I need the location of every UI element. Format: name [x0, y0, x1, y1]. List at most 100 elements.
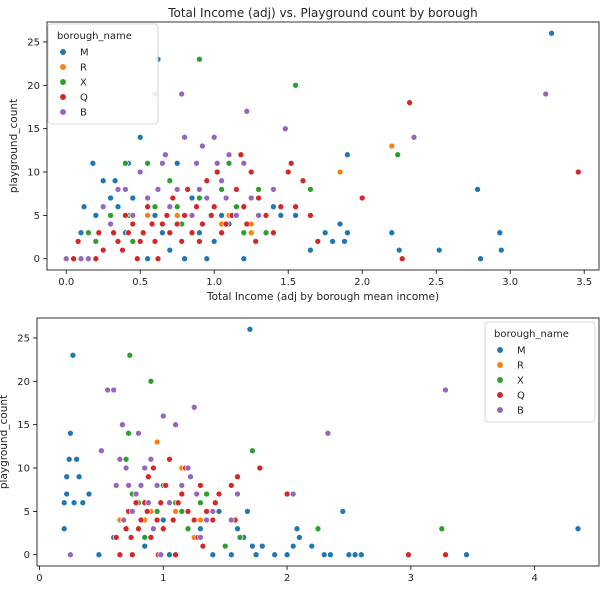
- data-point: [196, 229, 203, 237]
- data-point: [196, 238, 203, 245]
- data-point: [144, 203, 151, 211]
- data-point: [225, 151, 233, 159]
- data-point: [79, 499, 87, 507]
- data-point: [73, 455, 80, 463]
- data-point: [308, 542, 316, 550]
- series-Q: [112, 455, 449, 559]
- data-point: [116, 455, 124, 463]
- data-point: [62, 255, 70, 263]
- data-point: [178, 482, 186, 489]
- y-tick-label: 15: [27, 124, 40, 135]
- data-point: [247, 168, 255, 176]
- data-point: [283, 551, 291, 559]
- data-point: [77, 229, 85, 237]
- data-point: [63, 473, 71, 481]
- data-point: [159, 516, 167, 524]
- data-point: [199, 220, 206, 228]
- axes-frame: [36, 317, 600, 567]
- legend-label-B: B: [517, 406, 524, 417]
- legend-marker-X: [496, 376, 504, 384]
- data-point: [159, 412, 167, 420]
- data-point: [125, 429, 132, 437]
- data-point: [222, 220, 230, 228]
- data-point: [218, 177, 225, 185]
- data-point: [169, 516, 177, 524]
- y-tick-label: 10: [27, 168, 40, 179]
- data-point: [463, 551, 470, 559]
- series-X: [85, 55, 402, 245]
- data-point: [270, 186, 277, 193]
- data-point: [289, 542, 297, 550]
- data-point: [114, 203, 122, 211]
- data-point: [243, 107, 251, 115]
- data-point: [184, 186, 191, 193]
- data-point: [184, 508, 192, 515]
- data-point: [336, 168, 344, 176]
- x-tick-label: 2.0: [354, 277, 370, 288]
- data-point: [227, 516, 235, 524]
- data-point: [178, 238, 186, 245]
- data-point: [477, 255, 484, 263]
- data-point: [234, 490, 241, 498]
- data-point: [116, 551, 124, 559]
- data-point: [442, 386, 449, 394]
- x-axis-label: Total Income (adj by borough mean income…: [206, 291, 439, 303]
- legend-label-X: X: [517, 376, 524, 387]
- data-point: [122, 464, 130, 472]
- data-point: [210, 133, 218, 141]
- data-point: [203, 177, 211, 185]
- legend-label-M: M: [517, 346, 526, 357]
- legend-label-R: R: [517, 361, 524, 372]
- y-tick-label: 5: [34, 211, 40, 222]
- legend-box: [484, 321, 596, 423]
- data-point: [197, 482, 204, 489]
- data-point: [122, 186, 129, 193]
- data-point: [188, 194, 196, 202]
- y-axis-label: playground_count: [0, 395, 10, 489]
- data-point: [150, 464, 157, 472]
- data-point: [172, 421, 179, 429]
- data-point: [270, 229, 277, 237]
- data-point: [181, 255, 188, 263]
- data-point: [169, 194, 177, 202]
- data-point: [344, 151, 351, 159]
- data-point: [255, 212, 262, 219]
- data-point: [95, 229, 103, 237]
- data-point: [196, 55, 203, 63]
- data-point: [249, 447, 256, 455]
- data-point: [128, 551, 136, 559]
- x-tick-label: 1.5: [280, 277, 296, 288]
- data-point: [125, 229, 132, 237]
- data-point: [256, 464, 264, 472]
- data-point: [321, 229, 329, 237]
- data-point: [252, 551, 260, 559]
- data-point: [193, 203, 200, 211]
- data-point: [114, 238, 122, 245]
- data-point: [203, 490, 210, 498]
- data-point: [196, 194, 203, 202]
- series-B: [67, 386, 449, 559]
- chart-bottom: 0 1 2 3 4 0 5 10 15 20 25 playground_count borough_n…: [0, 317, 600, 584]
- data-point: [74, 238, 82, 245]
- data-point: [240, 229, 248, 237]
- data-point: [125, 482, 132, 489]
- data-point: [162, 151, 169, 159]
- data-point: [199, 542, 207, 550]
- data-point: [112, 482, 120, 489]
- data-point: [99, 246, 107, 254]
- data-point: [197, 499, 204, 507]
- x-tick-label: 3.0: [502, 277, 518, 288]
- data-point: [435, 246, 443, 254]
- y-tick-label: 25: [27, 37, 40, 48]
- data-point: [141, 534, 149, 541]
- legend-label-R: R: [80, 63, 87, 74]
- x-tick-label: 3: [408, 573, 414, 584]
- data-point: [132, 499, 140, 507]
- data-point: [240, 255, 248, 263]
- data-point: [243, 220, 251, 228]
- data-point: [258, 542, 266, 550]
- legend-marker-X: [59, 78, 67, 86]
- data-point: [157, 499, 165, 507]
- legend-marker-M: [496, 346, 504, 354]
- legend-marker-M: [59, 48, 67, 56]
